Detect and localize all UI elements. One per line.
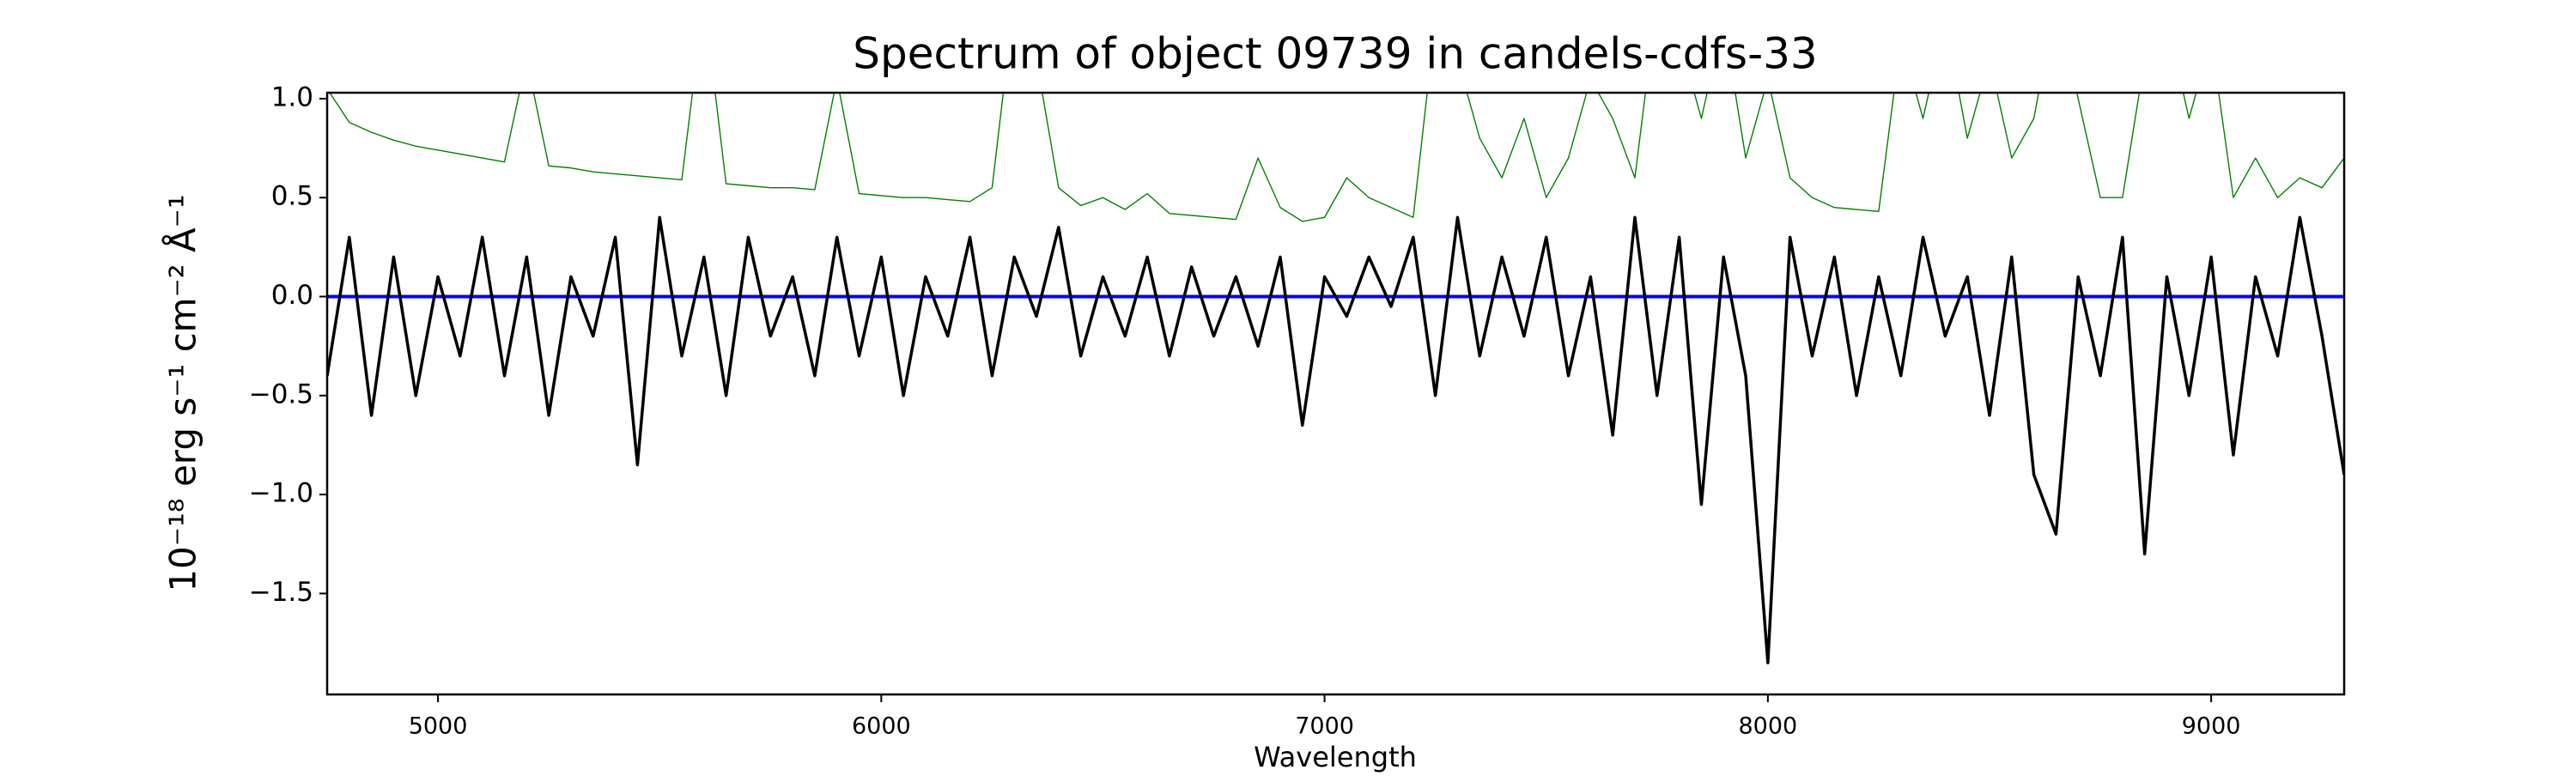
y-tick-label: −1.5 [249, 577, 313, 608]
spectrum-line [327, 215, 2344, 664]
axes-frame [325, 91, 2346, 696]
x-tick-label: 8000 [1738, 713, 1797, 740]
y-axis-label: 10⁻¹⁸ erg s⁻¹ cm⁻² Å⁻¹ [161, 194, 204, 591]
x-tick-label: 7000 [1295, 713, 1354, 740]
y-tick-label: 1.0 [271, 82, 313, 112]
x-axis-label: Wavelength [1254, 741, 1417, 773]
y-tick-label: −0.5 [249, 379, 313, 409]
spectrum-line [329, 93, 2344, 222]
x-tick-label: 5000 [409, 713, 468, 740]
y-tick-label: −1.0 [249, 478, 313, 509]
x-tick-label: 9000 [2182, 713, 2241, 740]
y-tick-label: 0.0 [271, 280, 313, 311]
plot-area [327, 93, 2344, 664]
chart-title: Spectrum of object 09739 in candels-cdfs… [853, 29, 1818, 79]
y-tick-label: 0.5 [271, 181, 313, 212]
x-tick-label: 6000 [852, 713, 911, 740]
